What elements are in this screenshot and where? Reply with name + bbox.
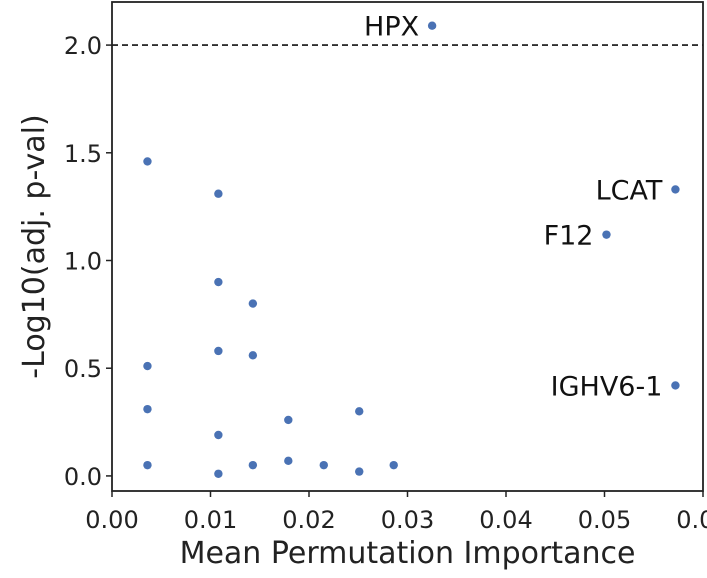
- data-point: [248, 299, 258, 308]
- point-lcat: [671, 185, 680, 194]
- plot-frame: [111, 1, 704, 492]
- data-point: [214, 346, 223, 356]
- data-point: [355, 467, 364, 476]
- x-tick-label: 0.04: [479, 506, 532, 534]
- x-tick-label: 0.03: [381, 506, 434, 534]
- point-hpx: [427, 21, 437, 30]
- y-tick-label: 0.0: [64, 463, 102, 491]
- y-axis-ticks: 0.0 0.5 1.0 1.5 2.0: [64, 32, 112, 491]
- data-point: [214, 277, 223, 287]
- data-point: [143, 460, 152, 470]
- data-point: [143, 157, 152, 166]
- point-f12: [602, 230, 611, 239]
- y-tick-label: 0.5: [64, 355, 102, 383]
- data-point: [355, 407, 364, 416]
- data-point: [319, 460, 328, 470]
- data-point: [214, 189, 223, 198]
- point-label-lcat: LCAT: [596, 175, 663, 206]
- data-point: [389, 460, 398, 470]
- data-point: [284, 415, 293, 425]
- x-tick-label: 0.06: [676, 506, 707, 534]
- data-points: [143, 21, 680, 478]
- y-tick-label: 1.0: [64, 248, 102, 276]
- data-point: [143, 404, 152, 414]
- point-label-ighv6-1: IGHV6-1: [551, 371, 663, 402]
- y-tick-label: 2.0: [64, 32, 102, 60]
- point-ighv6-1: [671, 381, 680, 390]
- data-point: [214, 430, 223, 440]
- data-point: [248, 460, 258, 470]
- y-axis-label: -Log10(adj. p-val): [17, 114, 52, 378]
- point-label-hpx: HPX: [364, 12, 419, 43]
- y-tick-label: 1.5: [64, 140, 102, 168]
- x-tick-label: 0.01: [184, 506, 237, 534]
- x-tick-label: 0.02: [282, 506, 335, 534]
- data-point: [214, 469, 223, 478]
- x-axis-ticks: 0.00 0.01 0.02 0.03 0.04 0.05 0.06: [85, 491, 707, 534]
- data-point: [284, 456, 293, 466]
- data-point: [248, 351, 258, 360]
- x-axis-label: Mean Permutation Importance: [180, 536, 636, 571]
- x-tick-label: 0.05: [578, 506, 631, 534]
- data-point: [143, 361, 152, 371]
- x-tick-label: 0.00: [85, 506, 138, 534]
- point-label-f12: F12: [544, 221, 594, 252]
